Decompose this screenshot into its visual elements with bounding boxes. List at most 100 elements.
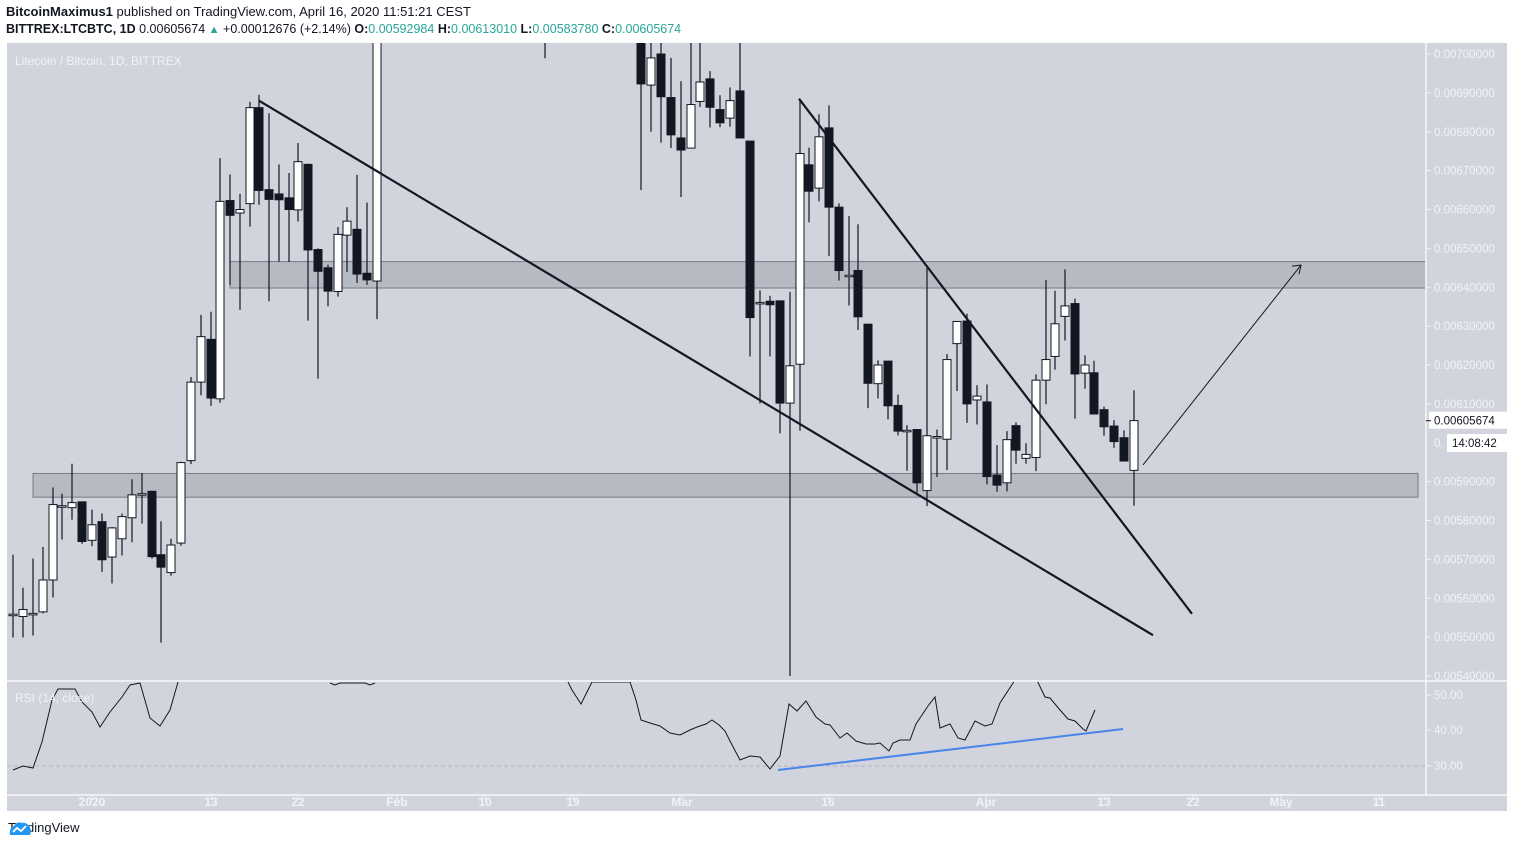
bullish-candle <box>755 301 765 305</box>
bullish-candle <box>166 544 176 574</box>
bearish-candle <box>1070 303 1080 375</box>
time-tick-label: 13 <box>204 795 218 809</box>
bearish-candle <box>323 267 333 292</box>
arrow-head-icon <box>1291 264 1302 275</box>
bearish-candle <box>912 429 922 484</box>
bearish-candle <box>834 206 844 272</box>
support-zone <box>32 472 1419 498</box>
projection-arrow <box>1142 264 1302 466</box>
upper-wedge-line <box>258 99 1154 637</box>
ohlc-info: BITTREX:LTCBTC, 1D 0.00605674 ▲ +0.00012… <box>6 22 681 36</box>
open-value: 0.00592984 <box>368 22 435 36</box>
price-tick-label: 0.00620000 <box>1434 360 1495 372</box>
bullish-candle <box>293 161 303 211</box>
bearish-candle <box>893 404 903 432</box>
time-tick-label: Apr <box>976 795 997 809</box>
bearish-candle <box>264 189 274 200</box>
high-label: H: <box>437 22 452 36</box>
price-tick-label: 0.00550000 <box>1434 632 1495 644</box>
bearish-candle <box>1099 409 1109 428</box>
bearish-candle <box>656 53 666 98</box>
price-tick-label: 0.00610000 <box>1434 399 1495 411</box>
bullish-candle <box>196 336 206 383</box>
footer-brand[interactable]: TradingView <box>8 820 80 835</box>
change-value: +0.00012676 (+2.14%) <box>223 22 351 36</box>
price-tick-label: 0.00640000 <box>1434 282 1495 294</box>
bullish-candle <box>922 435 932 492</box>
countdown-tag <box>1447 434 1507 452</box>
bullish-candle <box>176 462 186 544</box>
time-tick-label: May <box>1269 795 1293 809</box>
bullish-candle <box>686 104 696 149</box>
rsi-label: RSI (14, close) <box>15 691 95 705</box>
open-label: O: <box>354 22 369 36</box>
rsi-tick-label: 50.00 <box>1434 690 1463 702</box>
author-name[interactable]: BitcoinMaximus1 <box>6 4 113 19</box>
time-tick-label: 22 <box>291 795 305 809</box>
bullish-candle <box>1021 453 1031 459</box>
bullish-candle <box>725 100 735 119</box>
bullish-candle <box>186 381 196 462</box>
bullish-candle <box>932 436 942 439</box>
last-price-label: 0.00605674 <box>1434 416 1495 428</box>
publish-text: published on TradingView.com, April 16, … <box>112 4 471 19</box>
bearish-candle <box>636 43 646 85</box>
time-tick-label: 19 <box>566 795 580 809</box>
bullish-candle <box>235 209 245 214</box>
low-value: 0.00583780 <box>532 22 599 36</box>
price-pane <box>8 43 1425 676</box>
bearish-candle <box>303 163 313 251</box>
bullish-candle <box>107 527 117 558</box>
bullish-candle <box>785 365 795 404</box>
publish-info: BitcoinMaximus1 published on TradingView… <box>6 4 471 19</box>
bullish-candle <box>372 43 382 282</box>
bearish-candle <box>775 300 785 404</box>
lower-wedge-line <box>798 98 1193 615</box>
chart-area[interactable]: 0.00700000 0.00690000 0.00680000 0.00670000… <box>7 43 1507 811</box>
rsi-line <box>12 682 179 771</box>
close-value: 0.00605674 <box>615 22 682 36</box>
price-tick-label: 0.00570000 <box>1434 554 1495 566</box>
bullish-candle <box>902 429 912 433</box>
bullish-candle <box>127 494 137 519</box>
bullish-candle <box>117 516 127 540</box>
price-tick-label: 0.00660000 <box>1434 205 1495 217</box>
last-price: 0.00605674 <box>139 22 206 36</box>
bullish-candle <box>342 220 352 236</box>
bullish-candle <box>215 200 225 400</box>
rsi-tick-label: 40.00 <box>1434 725 1463 737</box>
bearish-candle <box>705 78 715 108</box>
price-tick-label: 0.00690000 <box>1434 88 1495 100</box>
bearish-candle <box>666 97 676 136</box>
rsi-line <box>567 682 1096 770</box>
last-price-tag <box>1429 411 1507 429</box>
candlestick-chart[interactable]: 0.00700000 0.00690000 0.00680000 0.00670000… <box>7 43 1507 811</box>
price-tick-label: 0.00580000 <box>1434 516 1495 528</box>
bearish-candle <box>1089 372 1099 415</box>
price-tick-label: 0. <box>1434 438 1444 450</box>
bullish-candle <box>87 524 97 541</box>
bullish-candle <box>1041 359 1051 381</box>
bearish-candle <box>147 490 157 558</box>
bullish-candle <box>1050 323 1060 357</box>
bearish-candle <box>883 360 893 407</box>
price-tick-label: 0.00540000 <box>1434 671 1495 683</box>
bearish-candle <box>962 320 972 405</box>
resistance-zone <box>229 261 1425 289</box>
close-label: C: <box>601 22 616 36</box>
bearish-candle <box>1119 437 1129 462</box>
bullish-candle <box>137 493 147 496</box>
bullish-candle <box>1060 305 1070 317</box>
bearish-candle <box>853 270 863 318</box>
bullish-candle <box>57 505 67 508</box>
bullish-candle <box>1002 439 1012 484</box>
bullish-candle <box>1080 364 1090 374</box>
bearish-candle <box>97 521 107 561</box>
price-tick-label: 0.00670000 <box>1434 166 1495 178</box>
bearish-candle <box>284 197 294 210</box>
symbol-label: BITTREX:LTCBTC, 1D <box>6 22 136 36</box>
bearish-candle <box>765 300 775 306</box>
price-tick-label: 0.00650000 <box>1434 243 1495 255</box>
bullish-candle <box>695 81 705 102</box>
bearish-candle <box>313 249 323 272</box>
